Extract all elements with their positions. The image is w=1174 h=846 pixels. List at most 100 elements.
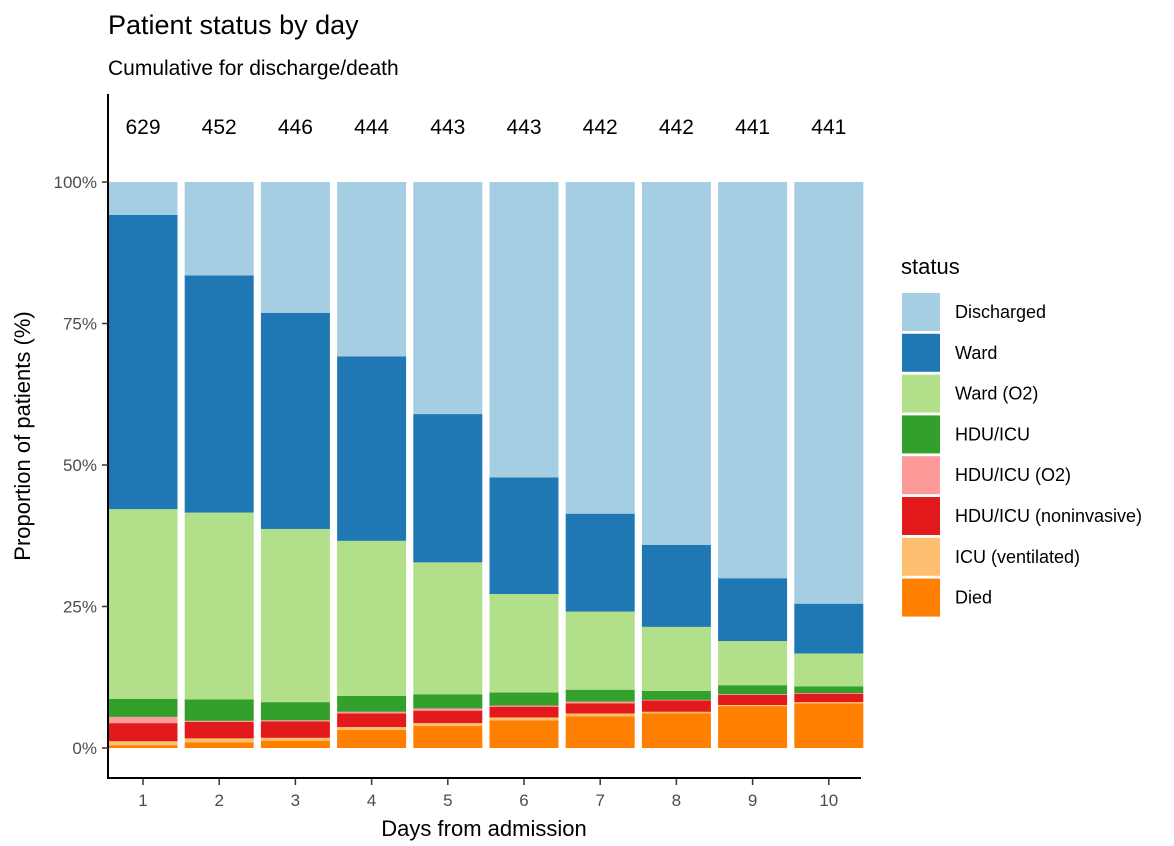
bar-segment-died-day-8 (641, 713, 711, 748)
bar-segment-hdu-icu-noninvasive-day-3 (260, 721, 330, 738)
count-label: 441 (811, 116, 846, 139)
x-axis-title: Days from admission (381, 816, 586, 841)
bar-segment-icu-ventilated-day-2 (184, 738, 254, 743)
bar-segment-hdu-icu-day-5 (413, 694, 483, 709)
count-label: 441 (735, 116, 770, 139)
bar-segment-icu-ventilated-day-7 (565, 713, 635, 717)
legend-swatch (902, 415, 940, 454)
bar-segment-ward-day-2 (184, 275, 254, 513)
bar-segment-hdu-icu-o2-day-3 (260, 720, 330, 722)
bar-segment-icu-ventilated-day-8 (641, 711, 711, 714)
bar-segment-hdu-icu-day-3 (260, 702, 330, 721)
legend-title: status (901, 254, 960, 279)
bar-segment-hdu-icu-o2-day-5 (413, 708, 483, 711)
bar-segment-died-day-1 (108, 745, 178, 748)
bar-segment-hdu-icu-noninvasive-day-1 (108, 723, 178, 742)
count-label: 442 (583, 116, 618, 139)
bar-segment-icu-ventilated-day-5 (413, 723, 483, 726)
bar-segment-hdu-icu-o2-day-10 (794, 693, 864, 694)
bar-segment-hdu-icu-o2-day-2 (184, 720, 254, 722)
bar-segment-hdu-icu-noninvasive-day-6 (489, 706, 559, 718)
bar-segment-hdu-icu-noninvasive-day-7 (565, 703, 635, 714)
bar-segment-discharged-day-2 (184, 182, 254, 276)
y-tick-label: 50% (63, 456, 97, 475)
y-tick-label: 25% (63, 598, 97, 617)
bar-segment-hdu-icu-day-6 (489, 692, 559, 706)
bar-segment-discharged-day-7 (565, 182, 635, 514)
count-labels: 629 452 446 444 443 443 442 442 441 441 (125, 116, 846, 139)
bar-segment-icu-ventilated-day-9 (718, 704, 788, 707)
bar-segment-hdu-icu-noninvasive-day-2 (184, 721, 254, 739)
bar-segment-died-day-4 (337, 729, 407, 748)
chart-title: Patient status by day (108, 10, 359, 40)
bar-segment-died-day-9 (718, 706, 788, 748)
bar-segment-ward-day-10 (794, 603, 864, 654)
x-tick-label: 5 (443, 791, 452, 810)
x-ticks: 1 2 3 4 5 6 7 8 9 10 (138, 779, 838, 810)
bar-segment-discharged-day-8 (641, 182, 711, 545)
bar-segment-ward-o2-day-1 (108, 509, 178, 699)
bar-segment-ward-o2-day-6 (489, 594, 559, 693)
y-tick-label: 100% (54, 173, 97, 192)
bar-segment-ward-day-8 (641, 544, 711, 627)
bar-segment-ward-day-7 (565, 513, 635, 612)
bar-segment-hdu-icu-o2-day-1 (108, 716, 178, 724)
legend-label: HDU/ICU (955, 424, 1030, 444)
bar-segment-icu-ventilated-day-3 (260, 737, 330, 741)
legend-swatch (902, 374, 940, 413)
legend: Discharged Ward Ward (O2) HDU/ICU HDU/ICU (O… (902, 293, 1142, 617)
legend-label: Discharged (955, 302, 1046, 322)
bars (108, 182, 864, 748)
chart-subtitle: Cumulative for discharge/death (108, 57, 399, 80)
bar-segment-icu-ventilated-day-1 (108, 741, 178, 746)
x-tick-label: 3 (291, 791, 300, 810)
bar-segment-hdu-icu-day-10 (794, 686, 864, 694)
x-tick-label: 6 (519, 791, 528, 810)
bar-segment-icu-ventilated-day-6 (489, 717, 559, 721)
bar-segment-discharged-day-6 (489, 182, 559, 478)
bar-segment-ward-o2-day-2 (184, 512, 254, 700)
bar-segment-died-day-3 (260, 740, 330, 748)
legend-label: Died (955, 588, 992, 608)
bar-segment-hdu-icu-day-9 (718, 685, 788, 695)
bar-segment-hdu-icu-o2-day-7 (565, 701, 635, 704)
legend-label: Ward (O2) (955, 384, 1038, 404)
legend-swatch (902, 333, 940, 372)
bar-segment-discharged-day-10 (794, 182, 864, 604)
count-label: 443 (430, 116, 465, 139)
bar-segment-hdu-icu-noninvasive-day-8 (641, 700, 711, 712)
legend-swatch (902, 456, 940, 495)
bar-segment-ward-o2-day-4 (337, 540, 407, 696)
bar-segment-died-day-10 (794, 703, 864, 748)
legend-swatch (902, 293, 940, 331)
bar-segment-hdu-icu-day-2 (184, 699, 254, 721)
bar-segment-ward-day-1 (108, 214, 178, 510)
count-label: 446 (278, 116, 313, 139)
x-tick-label: 1 (138, 791, 147, 810)
x-tick-label: 4 (367, 791, 376, 810)
count-label: 629 (125, 116, 160, 139)
legend-label: ICU (ventilated) (955, 547, 1080, 567)
legend-swatch (902, 537, 940, 576)
bar-segment-hdu-icu-noninvasive-day-5 (413, 710, 483, 724)
bar-segment-discharged-day-9 (718, 182, 788, 579)
bar-segment-ward-o2-day-7 (565, 611, 635, 690)
bar-segment-hdu-icu-o2-day-4 (337, 711, 407, 714)
bar-segment-ward-day-9 (718, 578, 788, 642)
bar-segment-ward-day-6 (489, 477, 559, 595)
x-tick-label: 7 (595, 791, 604, 810)
count-label: 452 (202, 116, 237, 139)
count-label: 444 (354, 116, 389, 139)
bar-segment-ward-o2-day-8 (641, 626, 711, 691)
x-tick-label: 8 (672, 791, 681, 810)
bar-segment-ward-day-5 (413, 414, 483, 563)
bar-segment-hdu-icu-noninvasive-day-10 (794, 693, 864, 703)
bar-segment-hdu-icu-day-8 (641, 690, 711, 700)
legend-label: HDU/ICU (O2) (955, 465, 1071, 485)
bar-segment-ward-o2-day-10 (794, 653, 864, 687)
count-label: 443 (506, 116, 541, 139)
bar-segment-icu-ventilated-day-10 (794, 702, 864, 704)
bar-segment-hdu-icu-noninvasive-day-9 (718, 694, 788, 705)
bar-segment-discharged-day-3 (260, 182, 330, 313)
